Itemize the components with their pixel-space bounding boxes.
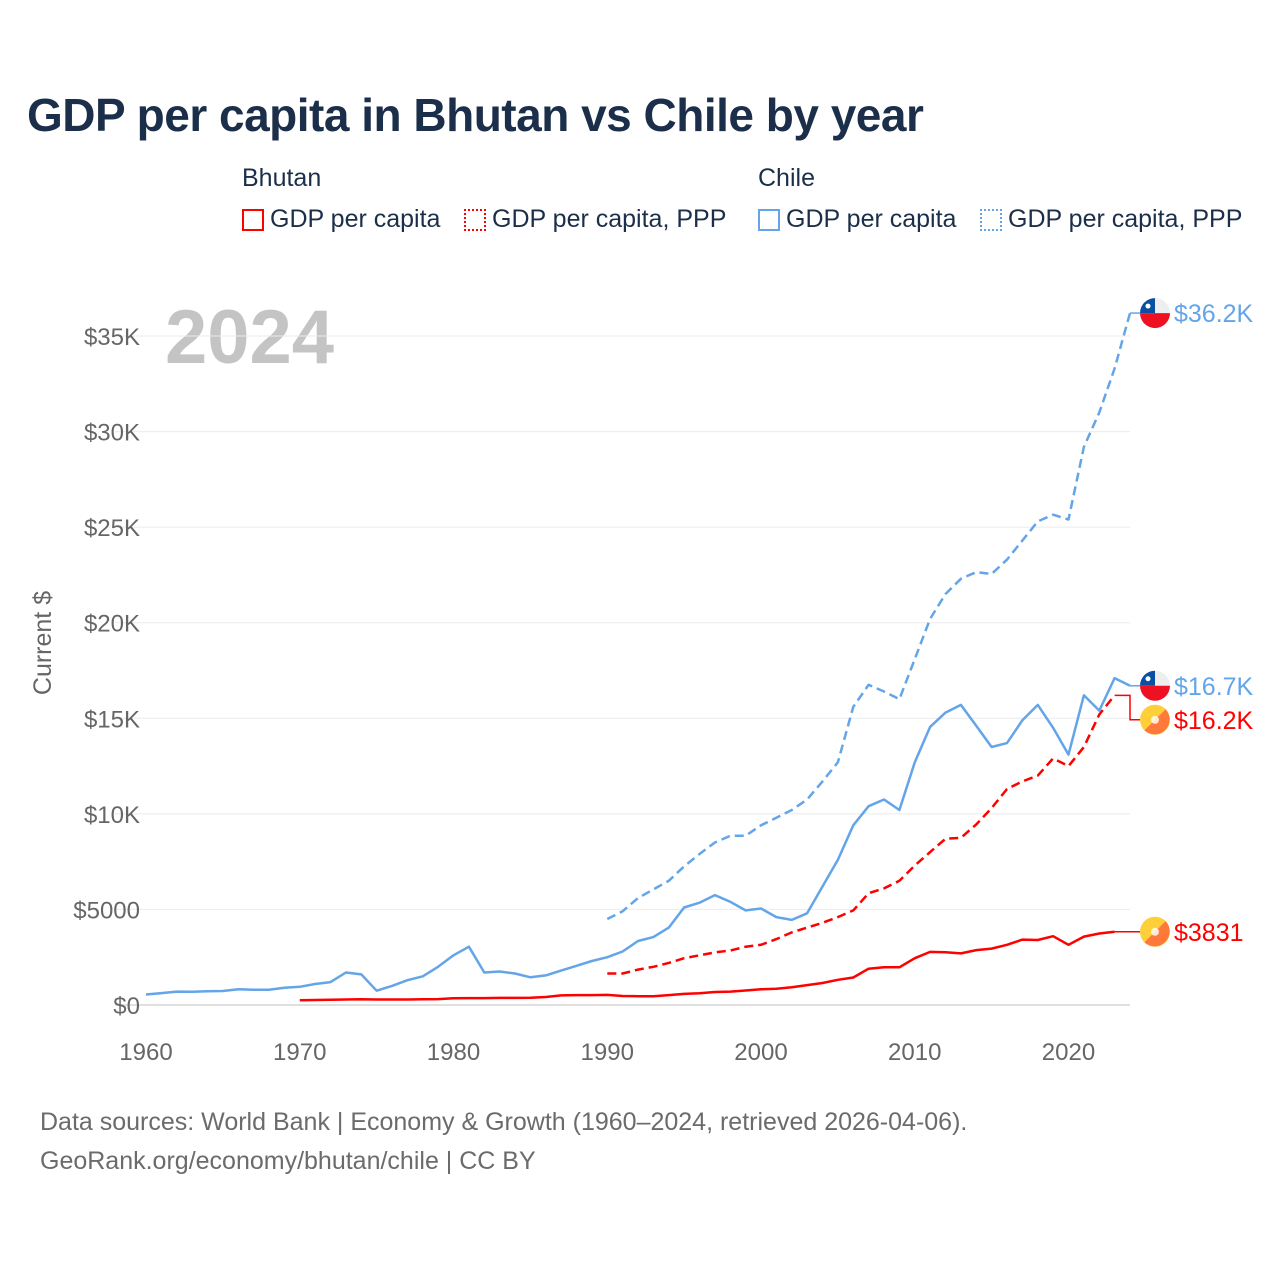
series-line (606, 312, 1132, 921)
legend-swatch-solid (758, 208, 780, 231)
series-line (607, 694, 1116, 975)
series-line (299, 930, 1115, 1002)
legend-label: GDP per capita, PPP (492, 205, 727, 233)
footer-sources: Data sources: World Bank | Economy & Gro… (40, 1108, 968, 1136)
x-tick-label: 1970 (273, 1039, 326, 1066)
legend-group-bhutan: Bhutan (242, 164, 322, 192)
chile-flag-icon (1140, 670, 1170, 701)
legend-chile-ppp[interactable]: GDP per capita, PPP (980, 205, 1242, 234)
end-value-label: $3831 (1174, 919, 1244, 947)
end-value-label: $16.7K (1174, 673, 1254, 701)
x-tick-label: 1980 (427, 1039, 480, 1066)
legend-label: GDP per capita (270, 205, 441, 233)
legend-group-chile: Chile (758, 164, 815, 192)
y-tick-label: $15K (84, 706, 140, 733)
leader-line (1114, 694, 1140, 721)
x-tick-label: 2000 (734, 1039, 787, 1066)
y-tick-label: $0 (113, 993, 140, 1020)
legend-swatch-solid (242, 208, 264, 231)
flag-red (1140, 685, 1170, 701)
y-tick-label: $30K (84, 420, 140, 447)
x-tick-label: 1990 (581, 1039, 634, 1066)
legend-swatch-dotted (464, 208, 486, 231)
legend-chile-gdp[interactable]: GDP per capita (758, 205, 956, 234)
bhutan-flag-icon (1140, 916, 1170, 947)
flag-red (1140, 313, 1170, 329)
legend-label: GDP per capita, PPP (1008, 205, 1243, 233)
flag-dragon (1151, 715, 1159, 724)
y-tick-label: $10K (84, 802, 140, 829)
y-tick-label: $20K (84, 611, 140, 638)
legend-swatch-dotted (980, 208, 1002, 231)
legend-bhutan-gdp[interactable]: GDP per capita (242, 205, 440, 234)
chile-flag-icon (1140, 298, 1170, 329)
flag-star (1145, 303, 1151, 309)
chart-title: GDP per capita in Bhutan vs Chile by yea… (27, 89, 924, 141)
flag-dragon (1151, 927, 1159, 936)
y-tick-label: $5000 (73, 897, 140, 924)
y-axis-label: Current $ (29, 591, 57, 695)
series-line (145, 676, 1131, 996)
y-tick-label: $25K (84, 515, 140, 542)
footer-link[interactable]: GeoRank.org/economy/bhutan/chile | CC BY (40, 1147, 536, 1175)
end-value-label: $36.2K (1174, 300, 1254, 328)
flag-star (1145, 676, 1151, 682)
x-tick-label: 1960 (119, 1039, 172, 1066)
end-value-label: $16.2K (1174, 707, 1254, 735)
year-watermark: 2024 (165, 295, 334, 380)
x-tick-label: 2020 (1042, 1039, 1095, 1066)
bhutan-flag-icon (1140, 704, 1170, 735)
legend-label: GDP per capita (786, 205, 957, 233)
x-tick-label: 2010 (888, 1039, 941, 1066)
legend-bhutan-ppp[interactable]: GDP per capita, PPP (464, 205, 726, 234)
y-tick-label: $35K (84, 324, 140, 351)
